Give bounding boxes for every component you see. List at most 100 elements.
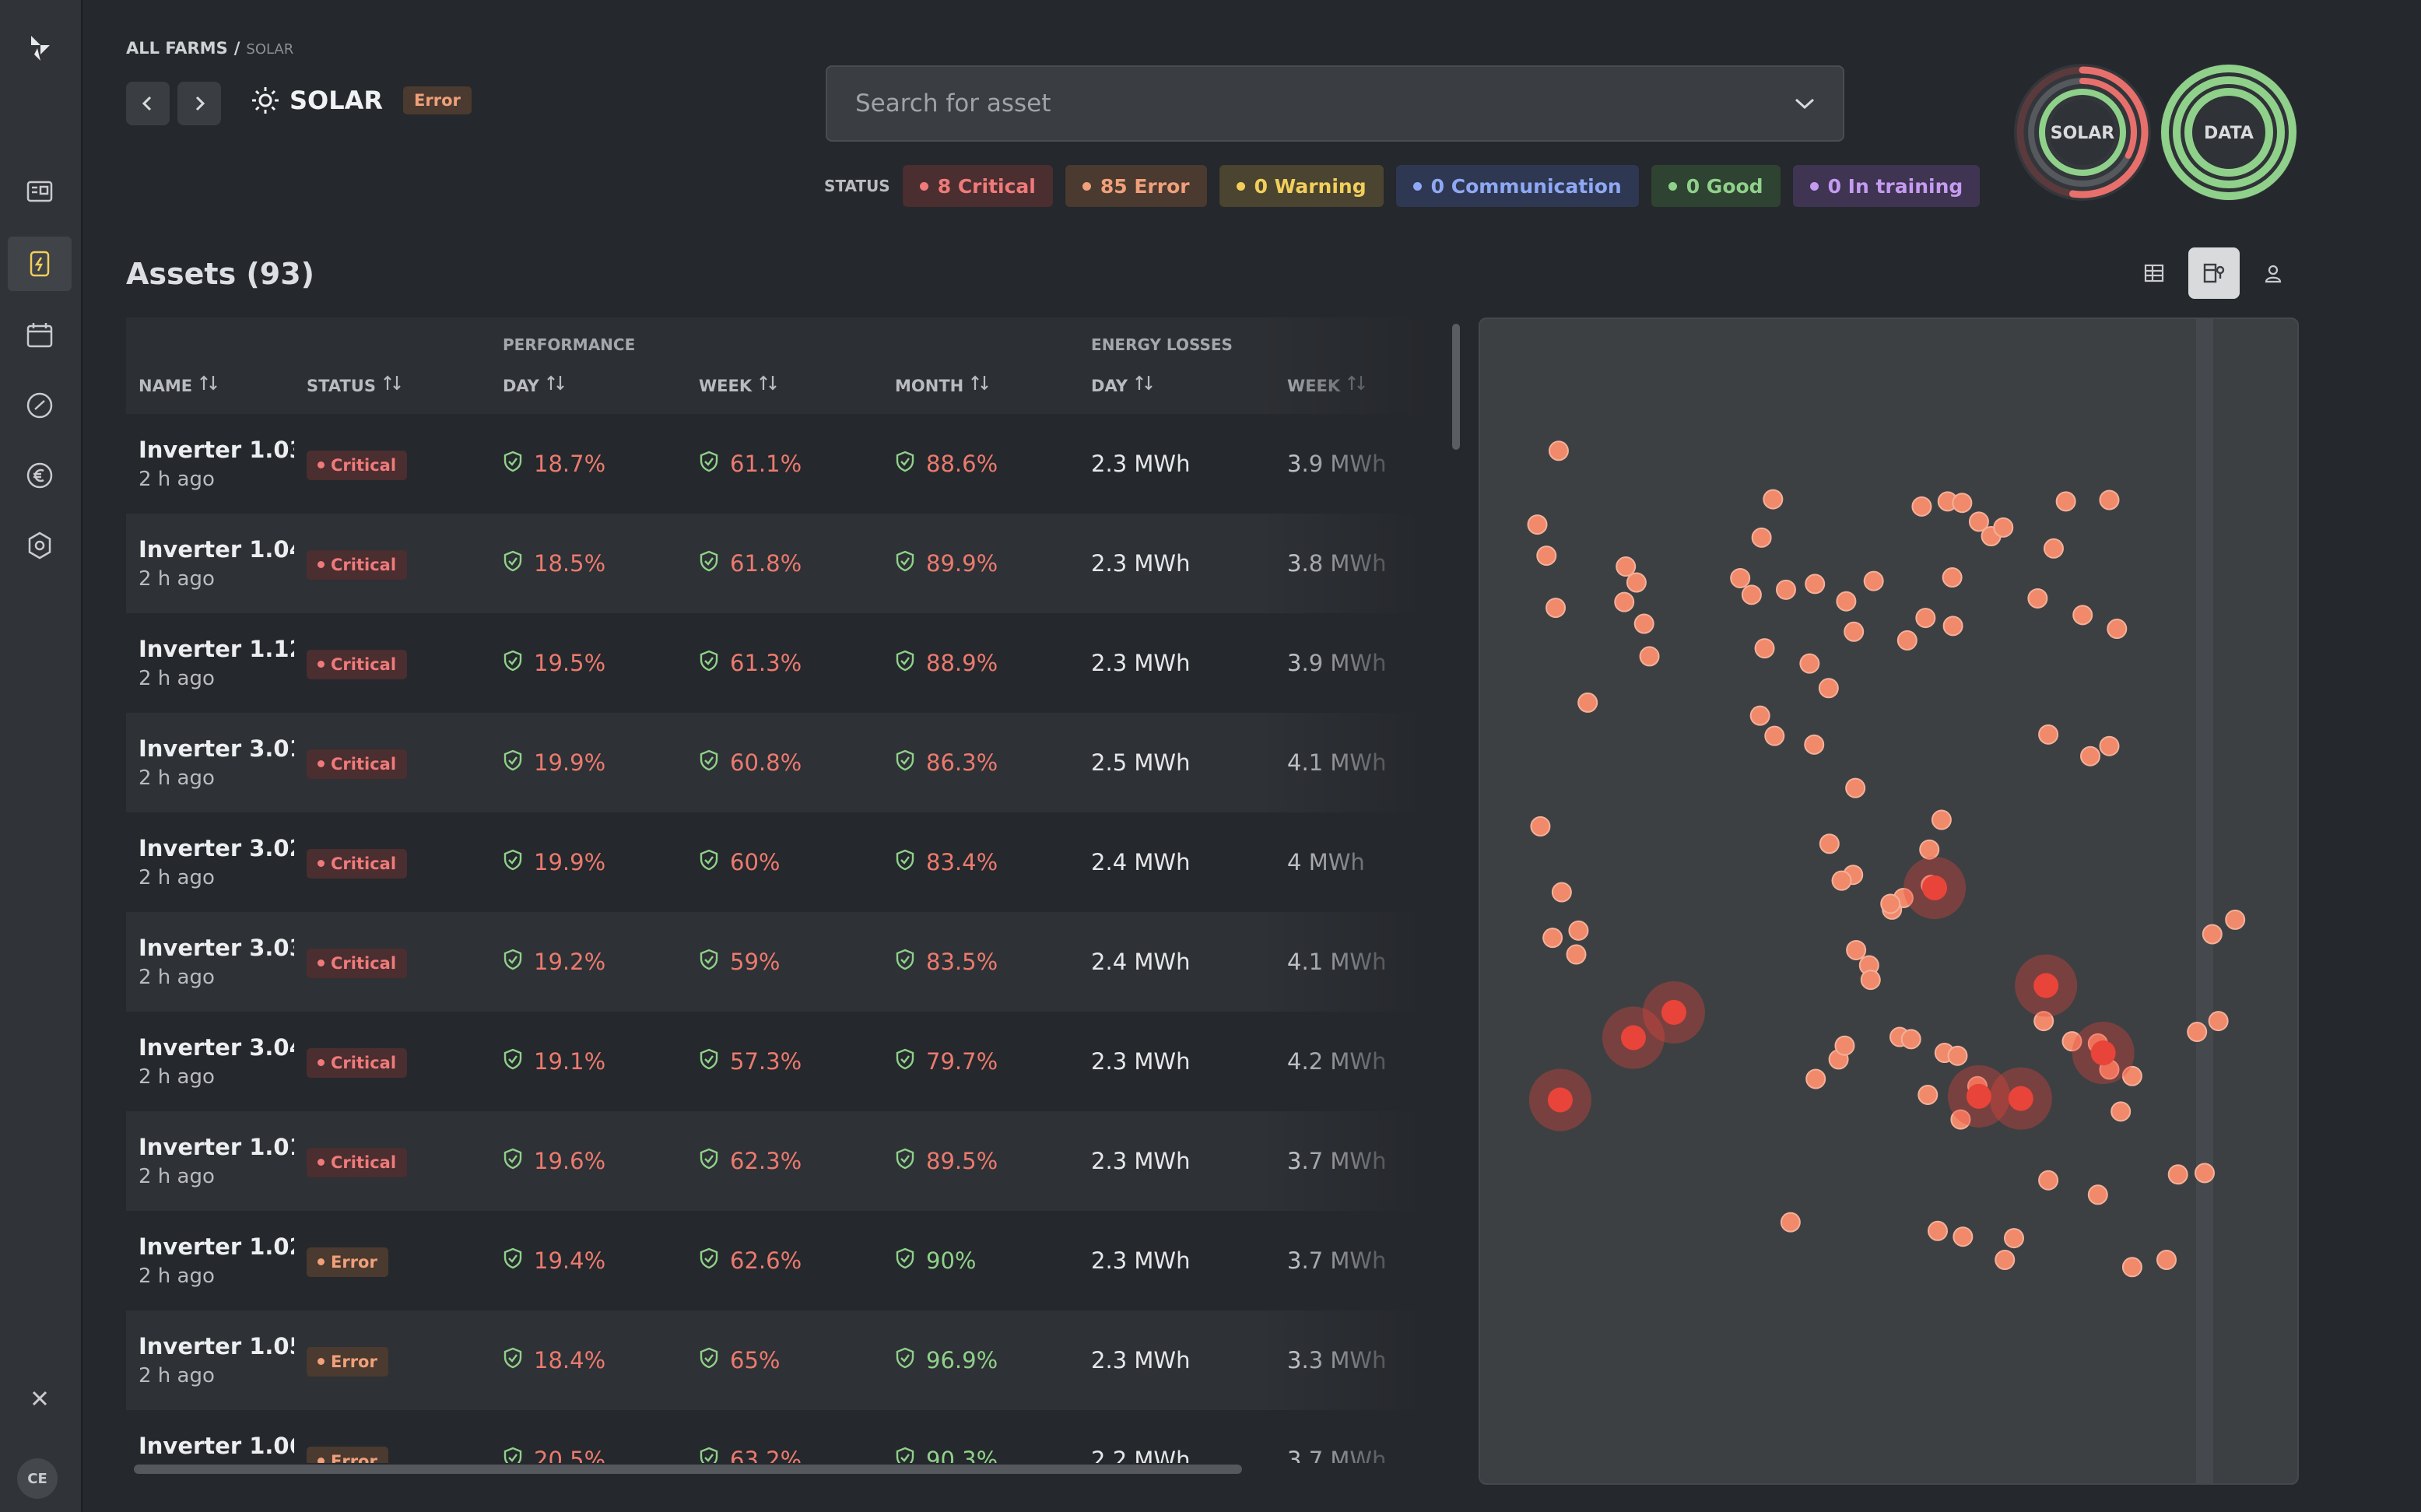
asset-marker[interactable] bbox=[2195, 1163, 2215, 1184]
asset-marker[interactable] bbox=[2167, 1164, 2188, 1185]
asset-marker[interactable] bbox=[1942, 567, 1963, 588]
asset-name[interactable]: Inverter 3.01 bbox=[139, 735, 294, 762]
chevron-down-icon[interactable] bbox=[1793, 96, 1816, 111]
asset-marker[interactable] bbox=[1527, 514, 1548, 535]
asset-marker[interactable] bbox=[1754, 638, 1775, 659]
asset-name[interactable]: Inverter 1.01 bbox=[139, 1134, 294, 1160]
table-row[interactable]: Inverter 1.02 2 h ago Error 19.4% 62.6% 90% 2.… bbox=[126, 1211, 1418, 1310]
table-row[interactable]: Inverter 1.062 h ago Error 20.5% 63.2% 90.3%… bbox=[126, 1410, 1418, 1463]
asset-search[interactable] bbox=[826, 65, 1844, 142]
asset-marker[interactable] bbox=[1616, 556, 1637, 577]
nav-performance[interactable] bbox=[8, 378, 72, 433]
asset-marker[interactable] bbox=[1995, 1250, 2016, 1270]
critical-asset-marker[interactable] bbox=[2033, 973, 2059, 998]
asset-marker[interactable] bbox=[1942, 616, 1963, 637]
table-horizontal-scrollbar[interactable] bbox=[134, 1465, 1242, 1474]
sort-icon[interactable] bbox=[546, 374, 566, 395]
column-header-name[interactable]: NAME bbox=[126, 355, 294, 414]
nav-settings[interactable] bbox=[8, 518, 72, 573]
column-header-perf-month[interactable]: MONTH bbox=[882, 355, 1079, 414]
column-header-perf-day[interactable]: DAY bbox=[490, 355, 686, 414]
asset-marker[interactable] bbox=[1633, 613, 1654, 634]
asset-marker[interactable] bbox=[2202, 924, 2223, 945]
asset-name[interactable]: Inverter 1.05 bbox=[139, 1333, 294, 1359]
nav-calendar[interactable] bbox=[8, 308, 72, 363]
data-gauge[interactable]: DATA bbox=[2160, 64, 2297, 201]
sort-icon[interactable] bbox=[758, 374, 778, 395]
critical-asset-marker[interactable] bbox=[2008, 1086, 2033, 1111]
critical-asset-marker[interactable] bbox=[1547, 1087, 1573, 1113]
asset-marker[interactable] bbox=[1804, 734, 1825, 755]
asset-marker[interactable] bbox=[1968, 511, 1989, 532]
asset-marker[interactable] bbox=[2072, 605, 2093, 626]
column-header-status[interactable]: STATUS bbox=[294, 355, 490, 414]
solar-gauge[interactable]: SOLAR bbox=[2014, 64, 2151, 201]
asset-name[interactable]: Inverter 3.04 bbox=[139, 1034, 294, 1061]
asset-marker[interactable] bbox=[1536, 546, 1557, 567]
asset-marker[interactable] bbox=[1730, 567, 1751, 588]
sort-icon[interactable] bbox=[198, 374, 219, 395]
asset-marker[interactable] bbox=[1639, 646, 1660, 667]
table-row[interactable]: Inverter 1.05 2 h ago Error 18.4% 65% 96.9% 2.… bbox=[126, 1310, 1418, 1410]
asset-marker[interactable] bbox=[1880, 893, 1901, 914]
asset-name[interactable]: Inverter 1.02 bbox=[139, 1233, 294, 1260]
asset-marker[interactable] bbox=[2156, 1250, 2177, 1270]
asset-marker[interactable] bbox=[1764, 725, 1785, 746]
asset-marker[interactable] bbox=[1775, 579, 1796, 600]
asset-marker[interactable] bbox=[1831, 870, 1852, 891]
column-header-loss-week[interactable]: WEEK bbox=[1275, 355, 1418, 414]
table-view-button[interactable] bbox=[2128, 247, 2180, 299]
asset-marker[interactable] bbox=[2055, 491, 2076, 512]
table-row[interactable]: Inverter 3.03 2 h ago Critical 19.2% 59% 83.5… bbox=[126, 912, 1418, 1012]
asset-name[interactable]: Inverter 3.03 bbox=[139, 935, 294, 961]
asset-marker[interactable] bbox=[2110, 1101, 2132, 1122]
asset-marker[interactable] bbox=[1836, 591, 1857, 612]
asset-marker[interactable] bbox=[1953, 1226, 1974, 1247]
table-row[interactable]: Inverter 1.12 2 h ago Critical 19.5% 61.3% 88… bbox=[126, 613, 1418, 713]
asset-marker[interactable] bbox=[1551, 882, 1572, 903]
asset-marker[interactable] bbox=[1577, 692, 1598, 713]
asset-marker[interactable] bbox=[1928, 1220, 1948, 1241]
asset-map[interactable] bbox=[1479, 317, 2299, 1485]
asset-marker[interactable] bbox=[2187, 1022, 2208, 1043]
asset-marker[interactable] bbox=[1626, 572, 1647, 593]
asset-marker[interactable] bbox=[1819, 833, 1840, 854]
table-row[interactable]: Inverter 1.04 2 h ago Critical 18.5% 61.8% 89… bbox=[126, 514, 1418, 613]
asset-marker[interactable] bbox=[1546, 598, 1567, 619]
asset-name[interactable]: Inverter 1.03 bbox=[139, 437, 294, 463]
asset-marker[interactable] bbox=[1548, 440, 1569, 461]
asset-marker[interactable] bbox=[1844, 621, 1865, 642]
status-chip-critical[interactable]: 8 Critical bbox=[902, 165, 1053, 207]
critical-asset-marker[interactable] bbox=[1661, 999, 1686, 1025]
status-chip-warning[interactable]: 0 Warning bbox=[1219, 165, 1384, 207]
asset-marker[interactable] bbox=[2099, 735, 2120, 756]
asset-marker[interactable] bbox=[2080, 745, 2100, 767]
asset-marker[interactable] bbox=[1805, 574, 1826, 595]
asset-marker[interactable] bbox=[1568, 920, 1589, 941]
asset-marker[interactable] bbox=[1860, 970, 1881, 991]
critical-asset-marker[interactable] bbox=[2090, 1040, 2116, 1066]
logo-icon[interactable] bbox=[23, 30, 58, 64]
asset-marker[interactable] bbox=[1542, 928, 1563, 949]
breadcrumb-root[interactable]: ALL FARMS bbox=[126, 39, 228, 58]
asset-marker[interactable] bbox=[1896, 630, 1918, 651]
collapse-sidebar-button[interactable] bbox=[8, 1371, 72, 1426]
status-chip-error[interactable]: 85 Error bbox=[1065, 165, 1207, 207]
asset-marker[interactable] bbox=[1780, 1212, 1801, 1233]
asset-marker[interactable] bbox=[1818, 678, 1839, 699]
asset-name[interactable]: Inverter 1.12 bbox=[139, 636, 294, 662]
critical-asset-marker[interactable] bbox=[1922, 875, 1948, 900]
next-farm-button[interactable] bbox=[177, 82, 221, 125]
asset-marker[interactable] bbox=[2043, 538, 2064, 559]
column-header-perf-week[interactable]: WEEK bbox=[686, 355, 882, 414]
asset-marker[interactable] bbox=[1952, 493, 1973, 514]
asset-marker[interactable] bbox=[2208, 1011, 2229, 1032]
nav-solar[interactable] bbox=[8, 237, 72, 291]
table-row[interactable]: Inverter 1.03 2 h ago Critical 18.7% 61.1% 88… bbox=[126, 414, 1418, 514]
asset-marker[interactable] bbox=[1566, 944, 1587, 965]
table-row[interactable]: Inverter 3.01 2 h ago Critical 19.9% 60.8% 86… bbox=[126, 713, 1418, 812]
asset-marker[interactable] bbox=[1863, 570, 1884, 591]
asset-marker[interactable] bbox=[1947, 1045, 1968, 1066]
asset-marker[interactable] bbox=[2004, 1228, 2024, 1249]
asset-marker[interactable] bbox=[2121, 1065, 2142, 1086]
